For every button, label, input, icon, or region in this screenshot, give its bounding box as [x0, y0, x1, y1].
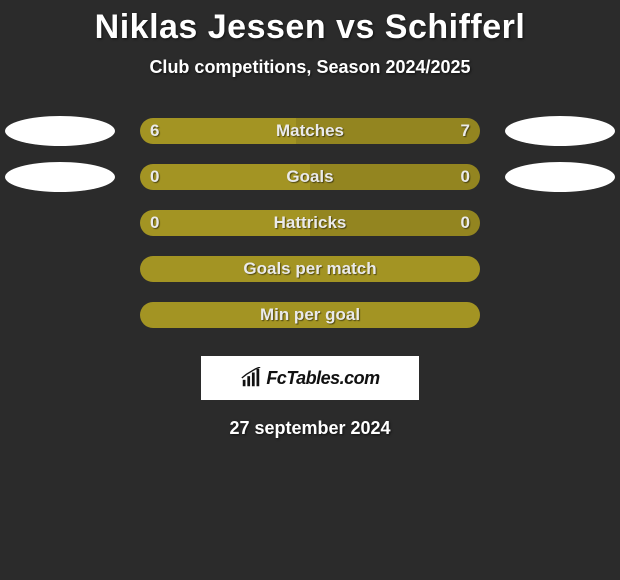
stat-bar: Hattricks	[140, 210, 480, 236]
comparison-rows: Matches67Goals00Hattricks00Goals per mat…	[0, 118, 620, 348]
player-right-marker	[505, 116, 615, 146]
stat-bar-right	[310, 210, 480, 236]
page-subtitle: Club competitions, Season 2024/2025	[0, 57, 620, 78]
player-left-marker	[5, 162, 115, 192]
stat-bar: Matches	[140, 118, 480, 144]
stat-value-right: 0	[461, 210, 470, 236]
stat-bar-right	[296, 118, 480, 144]
date-label: 27 september 2024	[0, 418, 620, 439]
comparison-row: Goals per match	[0, 256, 620, 302]
brand-box: FcTables.com	[201, 356, 419, 400]
comparison-row: Goals0 0	[0, 164, 620, 210]
stat-bar: Goals per match	[140, 256, 480, 282]
player-right-marker	[505, 162, 615, 192]
comparison-row: Min per goal	[0, 302, 620, 348]
stat-bar: Min per goal	[140, 302, 480, 328]
stat-bar: Goals	[140, 164, 480, 190]
comparison-row: Matches6 7	[0, 118, 620, 164]
stat-value-left: 0	[150, 164, 159, 190]
brand-chart-icon	[240, 367, 262, 389]
page-title: Niklas Jessen vs Schifferl	[0, 8, 620, 47]
stat-bar-left	[140, 256, 480, 282]
stat-bar-left	[140, 302, 480, 328]
stat-bar-right	[310, 164, 480, 190]
stat-bar-left	[140, 118, 296, 144]
stat-bar-left	[140, 210, 310, 236]
stat-value-right: 0	[461, 164, 470, 190]
stat-value-left: 6	[150, 118, 159, 144]
comparison-row: Hattricks0 0	[0, 210, 620, 256]
player-left-marker	[5, 116, 115, 146]
stat-bar-left	[140, 164, 310, 190]
comparison-infographic: Niklas Jessen vs Schifferl Club competit…	[0, 0, 620, 439]
brand-text: FcTables.com	[266, 368, 379, 389]
stat-value-right: 7	[461, 118, 470, 144]
stat-value-left: 0	[150, 210, 159, 236]
